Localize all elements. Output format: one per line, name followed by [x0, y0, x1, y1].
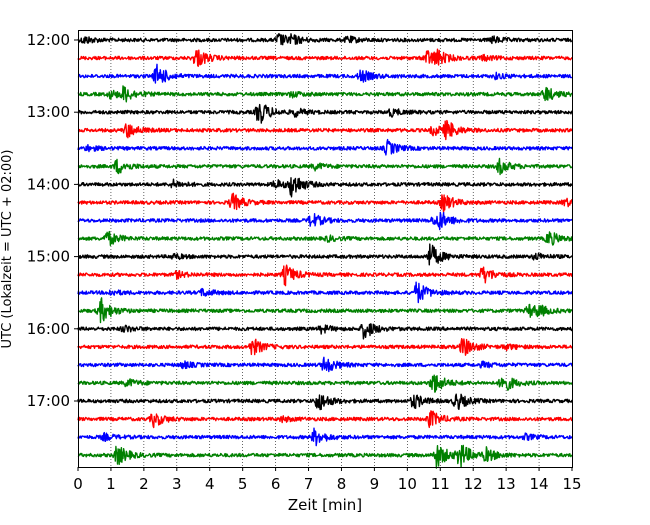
x-axis-ticks: 0 1 2 3 4 5 6 7 8 9 10 11 12 13 14 15: [73, 467, 582, 493]
seismic-trace: [77, 119, 573, 141]
seismic-trace: [77, 192, 573, 214]
x-axis-label: Zeit [min]: [288, 496, 362, 514]
seismic-trace: [77, 243, 573, 266]
seismic-trace: [77, 264, 573, 287]
y-axis-label: UTC (Lokalzeit = UTC + 02:00): [0, 150, 15, 349]
seismic-trace: [77, 281, 573, 304]
x-tick-label: 2: [139, 475, 149, 493]
x-tick-label: 9: [370, 475, 380, 493]
seismic-trace: [77, 230, 573, 247]
seismic-trace: [77, 356, 573, 373]
seismic-trace: [77, 393, 573, 411]
seismic-trace: [77, 157, 573, 176]
seismic-trace: [77, 103, 573, 124]
y-axis-ticks: 12:00 13:00 14:00 15:00 16:00 17:00: [27, 31, 78, 410]
x-tick-label: 3: [172, 475, 182, 493]
seismic-trace: [77, 427, 573, 447]
x-tick-label: 5: [238, 475, 248, 493]
seismic-trace: [77, 48, 573, 68]
x-tick-label: 1: [106, 475, 116, 493]
seismic-trace: [77, 410, 573, 429]
x-tick-label: 11: [431, 475, 450, 493]
x-tick-label: 15: [562, 475, 581, 493]
x-tick-label: 7: [304, 475, 314, 493]
seismic-trace: [77, 33, 573, 46]
seismic-trace: [77, 374, 573, 393]
x-tick-label: 8: [337, 475, 347, 493]
seismic-traces: [77, 33, 573, 469]
x-tick-label: 6: [271, 475, 281, 493]
x-tick-label: 12: [464, 475, 483, 493]
x-tick-label: 14: [530, 475, 549, 493]
x-tick-label: 13: [497, 475, 516, 493]
y-tick-label: 17:00: [27, 392, 70, 410]
seismic-trace: [77, 323, 573, 340]
seismic-trace: [77, 338, 573, 356]
seismic-trace: [77, 211, 573, 231]
x-tick-label: 10: [398, 475, 417, 493]
plot-frame: [78, 30, 573, 468]
y-tick-label: 13:00: [27, 103, 70, 121]
x-tick-label: 4: [205, 475, 215, 493]
y-tick-label: 16:00: [27, 320, 70, 338]
grid-lines: [110, 30, 540, 467]
y-tick-label: 14:00: [27, 175, 70, 193]
seismic-trace: [77, 444, 573, 469]
y-tick-label: 12:00: [27, 31, 70, 49]
seismic-trace: [77, 297, 573, 324]
seismic-trace: [77, 138, 573, 156]
seismic-trace: [77, 85, 573, 103]
y-tick-label: 15:00: [27, 248, 70, 266]
seismic-trace: [77, 63, 573, 84]
seismic-trace: [77, 177, 573, 198]
x-tick-label: 0: [73, 475, 83, 493]
